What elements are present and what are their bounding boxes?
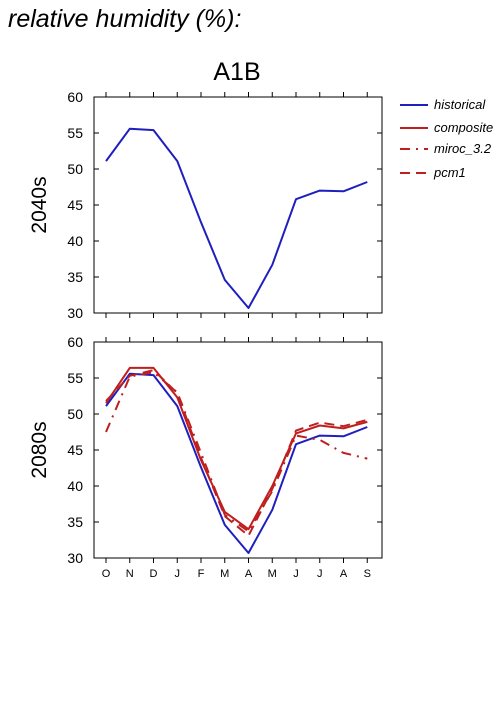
x-tick-label: M <box>268 568 277 580</box>
series-group <box>105 127 368 309</box>
x-tick-label: J <box>175 568 181 580</box>
y-tick-label: 50 <box>67 161 83 177</box>
row-label: 2040s <box>28 176 51 233</box>
x-tick-label: N <box>126 568 134 580</box>
y-tick-label: 55 <box>67 125 83 141</box>
y-tick-label: 40 <box>67 478 83 494</box>
page-heading: relative humidity (%): <box>8 5 241 33</box>
x-tick-label: J <box>317 568 323 580</box>
x-tick-label: O <box>102 568 111 580</box>
series-line-miroc-3-2 <box>105 371 368 533</box>
x-tick-label: A <box>340 568 348 580</box>
y-tick-label: 60 <box>67 334 83 350</box>
panel-title: A1B <box>213 58 260 86</box>
series-line-historical <box>105 127 368 309</box>
series-line-composite <box>105 366 368 531</box>
x-tick-label: D <box>150 568 158 580</box>
row-label: 2080s <box>28 421 51 478</box>
y-tick-label: 30 <box>67 550 83 566</box>
legend-label-miroc: miroc_3.2 <box>434 141 492 156</box>
legend-label-composite: composite <box>434 120 493 135</box>
series-group <box>105 366 368 554</box>
y-tick-label: 30 <box>67 305 83 321</box>
y-tick-label: 50 <box>67 406 83 422</box>
y-tick-label: 60 <box>67 89 83 105</box>
tick-group: 30 35 40 45 50 55 60 <box>67 89 382 321</box>
x-tick-label: F <box>198 568 205 580</box>
y-tick-label: 45 <box>67 197 83 213</box>
y-tick-label: 35 <box>67 269 83 285</box>
x-tick-label: M <box>220 568 229 580</box>
x-tick-label: S <box>364 568 371 580</box>
series-line-pcm1 <box>105 369 368 537</box>
series-line-historical <box>105 372 368 554</box>
y-tick-label: 55 <box>67 370 83 386</box>
x-tick-label: A <box>245 568 253 580</box>
x-tick-label: J <box>293 568 299 580</box>
legend-label-pcm1: pcm1 <box>433 165 466 180</box>
y-tick-label: 45 <box>67 442 83 458</box>
panel-2040s: 2040s 30 35 40 45 50 55 60 <box>28 89 383 321</box>
tick-group: 30 35 40 45 50 55 60 O N D J F M A M J J A S <box>67 334 382 580</box>
y-tick-label: 35 <box>67 514 83 530</box>
legend-label-historical: historical <box>434 97 486 112</box>
panel-2080s: 2080s 30 35 40 45 50 55 60 O N D J F M A M J J A S <box>28 334 383 580</box>
legend: historical composite miroc_3.2 pcm1 <box>400 97 493 180</box>
y-tick-label: 40 <box>67 233 83 249</box>
